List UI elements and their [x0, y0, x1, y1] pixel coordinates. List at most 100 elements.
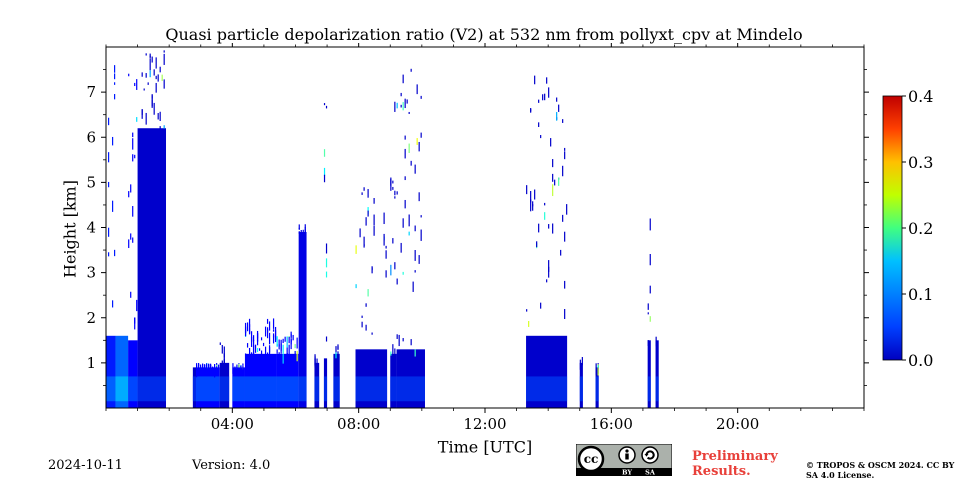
speckle	[214, 367, 216, 378]
speckle	[552, 173, 554, 182]
speckle	[540, 302, 542, 309]
speckle	[558, 177, 560, 186]
speckle	[404, 199, 406, 209]
speckle	[323, 174, 326, 183]
dense-layer	[128, 340, 138, 408]
y-tick-label: 1	[86, 354, 96, 372]
speckle	[276, 349, 278, 354]
speckle	[552, 223, 554, 234]
data-segment	[219, 342, 230, 408]
speckle	[136, 117, 138, 122]
speckle	[558, 104, 560, 112]
speckle	[530, 199, 532, 212]
colorbar-tick-label: 0.2	[908, 219, 933, 238]
speckle	[365, 303, 367, 307]
data-segment	[276, 331, 299, 408]
speckle	[371, 332, 373, 335]
speckle	[128, 73, 130, 77]
speckle	[390, 351, 392, 356]
speckle	[534, 189, 536, 200]
speckle	[292, 334, 294, 341]
speckle	[248, 328, 251, 334]
speckle	[132, 138, 134, 150]
speckle	[155, 82, 157, 93]
speckle	[396, 334, 398, 339]
speckle	[560, 249, 562, 256]
speckle	[112, 200, 114, 212]
speckle	[246, 343, 249, 348]
speckle	[266, 352, 269, 356]
surface-band	[298, 376, 307, 402]
speckle	[562, 165, 564, 177]
speckle	[143, 88, 145, 91]
speckle	[149, 53, 151, 57]
speckle	[416, 84, 418, 95]
speckle	[204, 364, 206, 373]
speckle	[114, 73, 116, 80]
speckle	[367, 189, 369, 198]
speckle	[363, 236, 365, 246]
speckle	[534, 75, 536, 85]
cc-by-sa-badge[interactable]: cc BY SA	[576, 444, 672, 476]
speckle	[130, 291, 132, 298]
speckle	[268, 347, 271, 358]
speckle	[132, 132, 134, 138]
speckle	[538, 223, 540, 233]
speckle	[363, 244, 365, 248]
speckle	[365, 324, 367, 331]
speckle	[132, 237, 134, 243]
speckle	[212, 366, 214, 371]
speckle	[647, 312, 649, 315]
speckle	[258, 348, 261, 351]
speckle	[566, 204, 568, 215]
speckle	[294, 353, 296, 361]
speckle	[371, 266, 373, 271]
speckle	[128, 191, 130, 198]
speckle	[394, 348, 396, 360]
speckle	[316, 358, 318, 365]
speckle	[130, 233, 132, 240]
speckle	[367, 289, 369, 297]
speckle	[414, 270, 416, 273]
speckle	[418, 192, 420, 202]
colorbar-tick-label: 0.1	[908, 285, 933, 304]
speckle	[390, 264, 392, 276]
speckle	[260, 337, 263, 341]
data-segment	[192, 367, 197, 408]
speckle	[242, 363, 244, 366]
speckle	[153, 69, 155, 76]
speckle	[232, 363, 234, 374]
speckle	[266, 318, 269, 324]
speckle	[385, 250, 387, 259]
speckle	[396, 278, 398, 285]
speckle	[385, 245, 387, 249]
speckle	[564, 151, 566, 160]
speckle	[274, 326, 277, 339]
speckle	[216, 364, 218, 368]
speckle	[355, 245, 357, 254]
speckle	[145, 73, 147, 78]
surface-band	[655, 376, 659, 402]
speckle	[149, 55, 151, 59]
speckle	[163, 125, 165, 129]
speckle	[298, 227, 300, 230]
speckle	[108, 227, 110, 237]
speckle	[221, 360, 223, 372]
speckle	[212, 367, 214, 377]
x-axis-label: Time [UTC]	[437, 437, 533, 457]
speckle	[414, 349, 416, 357]
speckle	[398, 334, 400, 347]
speckle	[298, 231, 300, 234]
speckle	[288, 336, 290, 340]
speckle	[141, 109, 143, 115]
speckle	[325, 258, 328, 268]
speckle	[256, 330, 259, 342]
speckle	[262, 342, 265, 347]
speckle	[394, 101, 396, 112]
speckle	[420, 95, 422, 99]
speckle	[414, 164, 416, 174]
speckle	[276, 336, 278, 347]
speckle	[238, 363, 240, 373]
speckle	[248, 347, 251, 359]
